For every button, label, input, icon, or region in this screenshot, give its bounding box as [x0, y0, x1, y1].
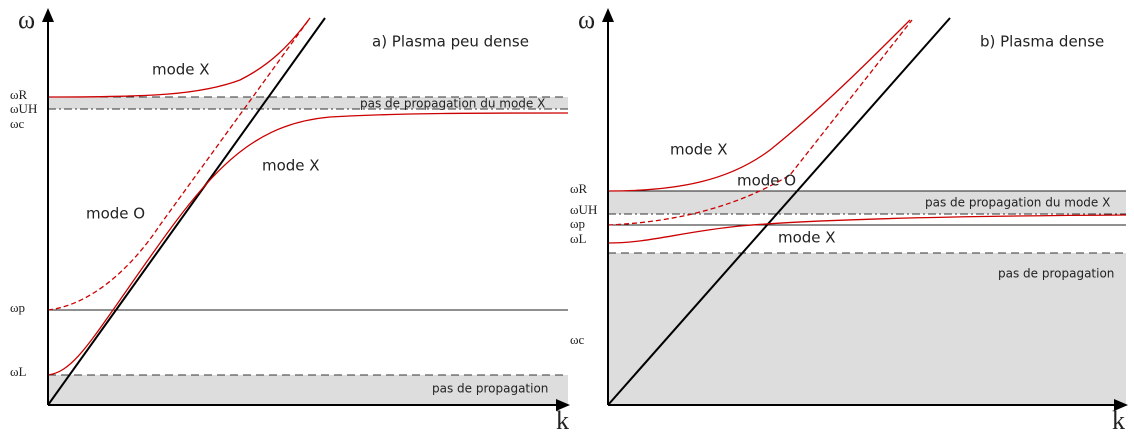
region-label: pas de propagation du mode X: [925, 196, 1110, 210]
curve-label: mode X: [152, 61, 210, 79]
arrow: [556, 399, 570, 411]
axis-label: ω: [578, 5, 595, 34]
level-label: ωL: [570, 231, 587, 246]
panel-title: a) Plasma peu dense: [372, 33, 529, 51]
region-label: pas de propagation du mode X: [360, 97, 545, 111]
level-label: ωp: [570, 216, 585, 231]
axis-label: k: [1112, 406, 1125, 435]
mode-x-curve: [607, 19, 911, 192]
level-label: ωUH: [570, 202, 597, 217]
curve-label: mode O: [737, 172, 796, 190]
band: [48, 97, 568, 109]
curve-label: mode X: [670, 141, 728, 159]
level-label: ωc: [10, 116, 25, 131]
mode-x-curve: [607, 214, 1127, 244]
level-label: ωL: [10, 364, 27, 379]
panel-b: ω k b) Plasma dense ωR ωUH ωp ωL ωc mode…: [570, 5, 1128, 435]
curve-label: mode X: [262, 157, 320, 175]
band: [608, 253, 1126, 405]
mode-x-curve: [47, 112, 569, 376]
mode-o-curve: [47, 17, 311, 311]
level-label: ωR: [570, 181, 588, 196]
level-label: ωp: [10, 300, 25, 315]
mode-o-curve: [607, 19, 913, 226]
mode-x-curve: [47, 17, 311, 98]
light-line: [47, 17, 326, 406]
level-label: ωc: [570, 332, 585, 347]
region-label: pas de propagation: [432, 382, 548, 396]
curve-label: mode O: [86, 205, 145, 223]
arrow: [42, 8, 54, 22]
level-label: ωUH: [10, 101, 37, 116]
axis-label: k: [556, 406, 569, 435]
level-label: ωR: [10, 87, 28, 102]
curve-label: mode X: [778, 229, 836, 247]
panel-a: ω k a) Plasma peu dense ωR ωUH ωc ωp ωL …: [10, 5, 570, 435]
arrow: [602, 8, 614, 22]
band: [608, 191, 1126, 214]
region-label: pas de propagation: [998, 267, 1114, 281]
light-line: [607, 17, 951, 406]
panel-title: b) Plasma dense: [980, 33, 1104, 51]
arrow: [1114, 399, 1128, 411]
axis-label: ω: [18, 5, 35, 34]
band: [48, 375, 568, 405]
